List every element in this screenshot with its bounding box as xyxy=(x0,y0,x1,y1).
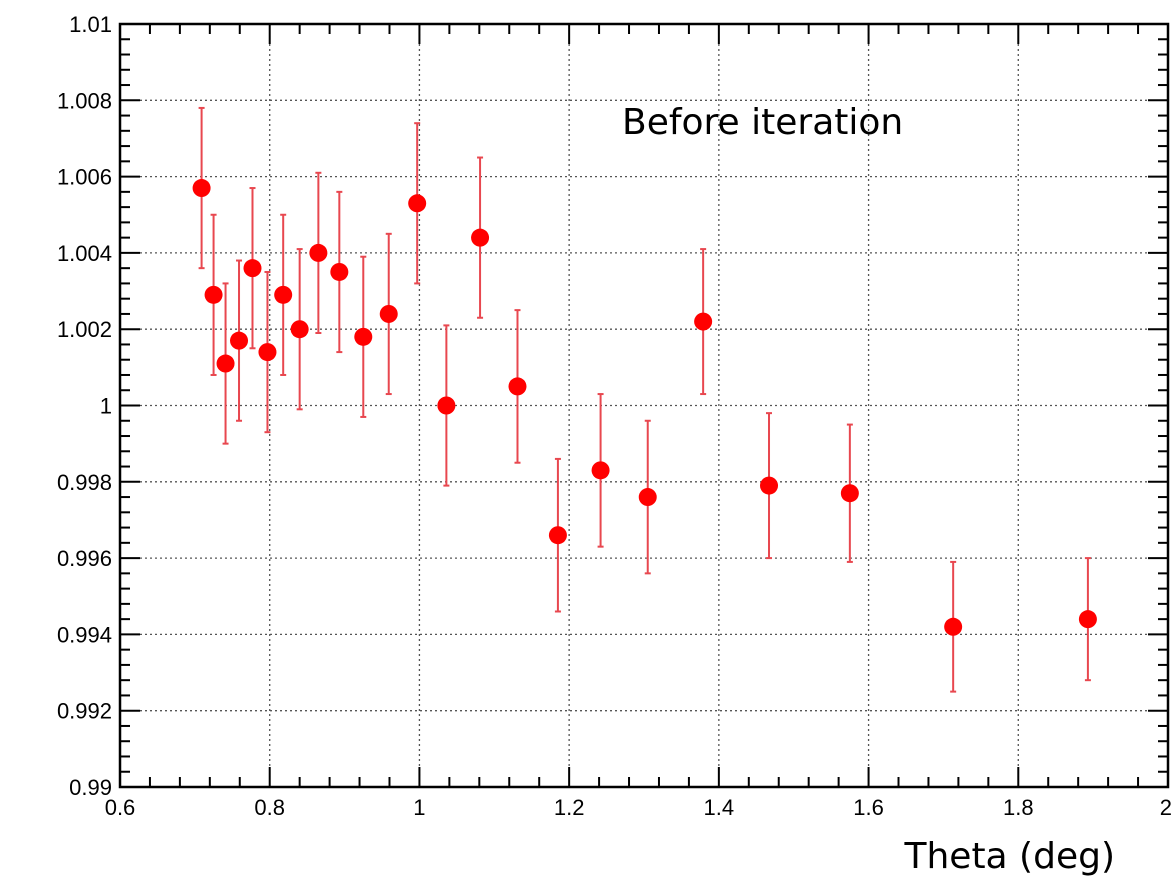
y-tick-label: 0.992 xyxy=(57,699,112,724)
x-tick-label: 2 xyxy=(1160,795,1172,820)
y-tick-label: 0.99 xyxy=(69,775,112,800)
y-tick-label: 1.004 xyxy=(57,241,112,266)
data-point xyxy=(330,262,349,281)
data-point xyxy=(1078,610,1097,629)
data-point xyxy=(471,228,490,247)
data-point xyxy=(290,320,309,339)
data-point xyxy=(437,396,456,415)
data-point xyxy=(258,343,277,362)
data-point xyxy=(379,304,398,323)
data-point xyxy=(548,526,567,545)
x-tick-label: 0.6 xyxy=(105,795,136,820)
annotation-label: Before iteration xyxy=(622,102,903,143)
data-point xyxy=(354,327,373,346)
data-point xyxy=(840,484,859,503)
data-point xyxy=(192,179,211,198)
y-tick-label: 1.008 xyxy=(57,88,112,113)
x-tick-label: 0.8 xyxy=(254,795,285,820)
x-tick-labels: 0.6 0.8 1 1.2 1.4 1.6 1.8 2 xyxy=(105,795,1172,820)
y-tick-label: 1.01 xyxy=(69,12,112,37)
y-tick-label: 0.996 xyxy=(57,546,112,571)
data-point xyxy=(243,259,262,278)
data-point xyxy=(309,243,328,262)
y-tick-label: 1 xyxy=(100,394,112,419)
grid xyxy=(120,24,1168,787)
y-tick-labels: 0.99 0.992 0.994 0.996 0.998 1 1.002 1.004 1.006… xyxy=(57,12,112,800)
data-points xyxy=(192,179,1097,636)
data-point xyxy=(274,285,293,304)
data-point xyxy=(216,354,235,373)
data-point xyxy=(638,488,657,507)
data-point xyxy=(760,476,779,495)
y-tick-label: 0.994 xyxy=(57,622,112,647)
y-tick-label: 1.002 xyxy=(57,317,112,342)
error-bars xyxy=(198,106,1091,693)
data-point xyxy=(204,285,223,304)
data-point xyxy=(508,377,527,396)
data-point xyxy=(944,617,963,636)
data-point xyxy=(591,461,610,480)
y-tick-label: 1.006 xyxy=(57,165,112,190)
data-point xyxy=(694,312,713,331)
y-tick-label: 0.998 xyxy=(57,470,112,495)
data-point xyxy=(230,331,249,350)
x-tick-label: 1.6 xyxy=(853,795,884,820)
x-tick-label: 1 xyxy=(413,795,425,820)
x-axis-title: Theta (deg) xyxy=(903,836,1115,877)
x-tick-label: 1.4 xyxy=(704,795,735,820)
data-point xyxy=(408,194,427,213)
x-tick-label: 1.8 xyxy=(1003,795,1034,820)
x-tick-label: 1.2 xyxy=(554,795,585,820)
plot-frame xyxy=(118,22,1170,789)
